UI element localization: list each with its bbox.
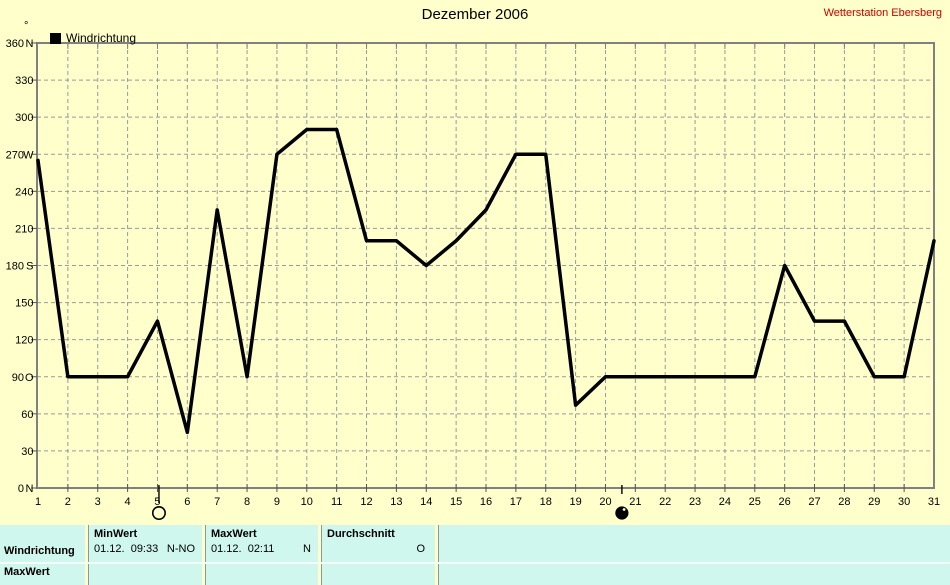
x-tick-label: 23 (689, 496, 701, 508)
minwert-value: 01.12. 09:33 (94, 543, 159, 555)
minwert-direction: N-NO (166, 543, 195, 555)
x-tick-label: 3 (95, 496, 101, 508)
x-tick-label: 9 (274, 496, 280, 508)
stats-table: Windrichtung MinWert 01.12. 09:33 N-NO M… (0, 525, 950, 585)
y-tick-compass-label: N (26, 38, 34, 50)
y-tick-label: 330 (15, 75, 33, 87)
x-tick-label: 30 (898, 496, 910, 508)
y-tick-label: 300 (15, 112, 33, 124)
x-tick-label: 27 (808, 496, 820, 508)
x-tick-label: 21 (629, 496, 641, 508)
table-row-cutoff: MaxWert (0, 564, 950, 585)
cutoff-row-label: MaxWert (4, 566, 50, 578)
y-axis-unit-label: ° (24, 20, 29, 32)
y-tick-compass-label: N (26, 483, 34, 495)
table-row-separator (0, 562, 950, 564)
x-tick-label: 26 (779, 496, 791, 508)
legend-label: Windrichtung (66, 31, 137, 45)
y-tick-label: 240 (15, 186, 33, 198)
y-tick-label: 60 (21, 409, 33, 421)
maxwert-value: 01.12. 02:11 (211, 543, 275, 555)
x-tick-label: 17 (510, 496, 522, 508)
x-tick-label: 11 (331, 496, 342, 508)
x-tick-label: 29 (868, 496, 880, 508)
table-cell-sensor: MaxWert (0, 564, 85, 585)
y-tick-label: 120 (15, 335, 33, 347)
y-tick-label: 270 (6, 149, 24, 161)
x-tick-label: 2 (65, 496, 71, 508)
x-tick-label: 25 (749, 496, 761, 508)
y-tick-compass-label: O (25, 372, 34, 384)
x-tick-label: 10 (301, 496, 313, 508)
table-cell-sensor: Windrichtung (0, 525, 85, 562)
table-cell-maxwert: MaxWert 01.12. 02:11 N (205, 525, 318, 562)
minwert-header: MinWert (94, 528, 138, 540)
y-tick-label: 180 (6, 261, 24, 273)
table-cell-empty (438, 525, 950, 562)
durchschnitt-value: O (416, 543, 425, 555)
weather-chart-page: { "header": { "title": "Dezember 2006", … (0, 6, 950, 585)
table-row-label: Windrichtung (4, 545, 75, 557)
x-tick-label: 15 (450, 496, 462, 508)
x-tick-label: 19 (569, 496, 581, 508)
y-tick-label: 150 (15, 298, 33, 310)
x-tick-label: 6 (184, 496, 190, 508)
legend: Windrichtung (50, 31, 136, 45)
y-tick-label: 210 (15, 223, 33, 235)
x-tick-label: 18 (540, 496, 552, 508)
x-tick-label: 7 (214, 496, 220, 508)
maxwert-direction: N (303, 543, 311, 555)
x-tick-label: 16 (480, 496, 492, 508)
new-moon-highlight (622, 508, 626, 511)
x-tick-label: 20 (599, 496, 611, 508)
x-tick-label: 14 (420, 496, 432, 508)
table-row: Windrichtung MinWert 01.12. 09:33 N-NO M… (0, 525, 950, 562)
table-cell-durchschnitt: Durchschnitt O (321, 525, 435, 562)
x-tick-label: 13 (390, 496, 402, 508)
x-tick-label: 8 (244, 496, 250, 508)
x-tick-label: 4 (125, 496, 131, 508)
maxwert-header: MaxWert (211, 528, 257, 540)
x-tick-label: 1 (35, 496, 41, 508)
y-tick-compass-label: W (23, 149, 34, 161)
x-tick-label: 31 (928, 496, 940, 508)
y-tick-label: 90 (12, 372, 24, 384)
wind-direction-line (36, 127, 936, 435)
new-moon-icon (615, 506, 629, 520)
x-tick-label: 28 (838, 496, 850, 508)
x-tick-label: 22 (659, 496, 671, 508)
y-tick-compass-label: S (26, 261, 33, 273)
full-moon-icon (151, 505, 166, 520)
chart-title: Dezember 2006 (421, 6, 529, 23)
table-cell-minwert: MinWert 01.12. 09:33 N-NO (88, 525, 202, 562)
x-tick-label: 12 (360, 496, 372, 508)
x-tick-label: 24 (719, 496, 731, 508)
durchschnitt-header: Durchschnitt (327, 528, 395, 540)
x-tick-label: 5 (154, 496, 160, 508)
y-tick-label: 360 (6, 38, 24, 50)
y-tick-label: 30 (21, 446, 33, 458)
station-name: Wetterstation Ebersberg (823, 7, 942, 19)
legend-swatch-icon (50, 32, 61, 44)
y-tick-label: 0 (18, 483, 24, 495)
